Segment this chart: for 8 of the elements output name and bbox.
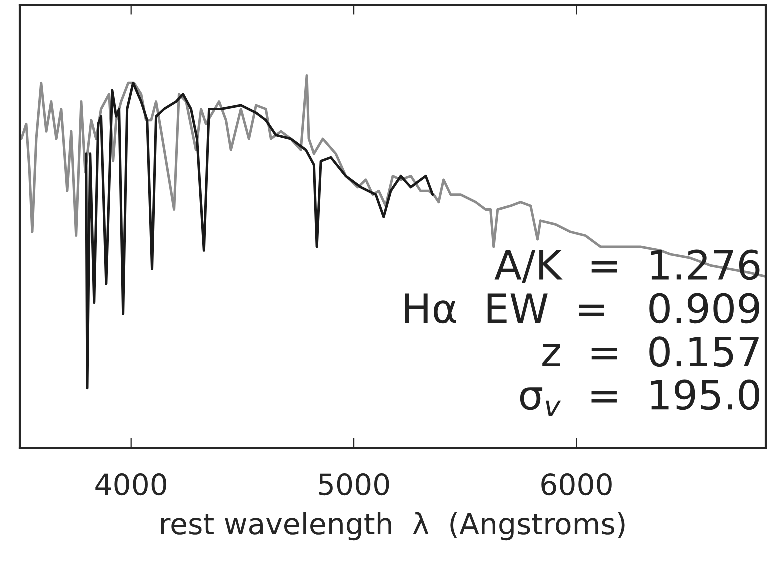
annotation: Hα EW = 0.909	[405, 293, 760, 324]
annotation: z = 0.157	[542, 336, 759, 368]
x-tick-label: 5000	[319, 474, 390, 496]
annotation: σ$_{v}$ = 195.0	[520, 380, 760, 416]
x-axis-title: rest wavelength λ (Angstroms)	[161, 512, 625, 541]
x-tick-label: 4000	[96, 474, 167, 496]
annotation: A/K = 1.276	[494, 250, 760, 284]
x-tick-label: 6000	[542, 474, 612, 496]
